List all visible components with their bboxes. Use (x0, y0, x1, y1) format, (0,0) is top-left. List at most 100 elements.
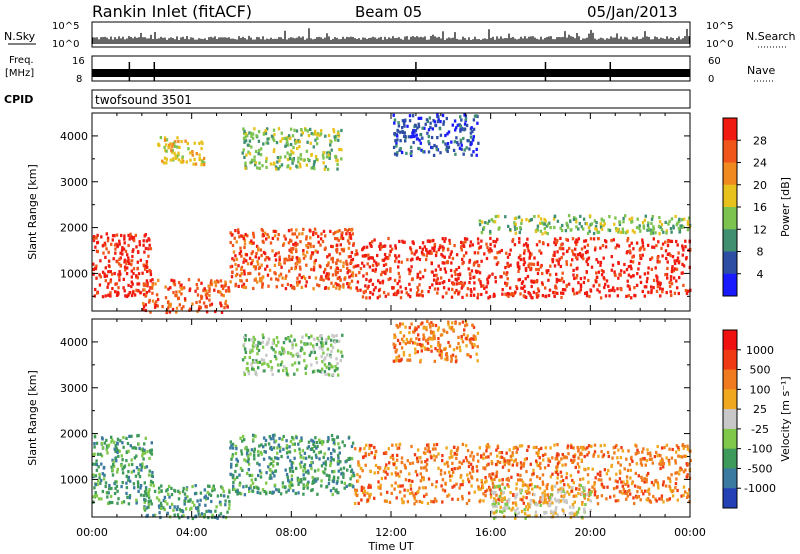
range-cell (587, 494, 591, 498)
range-cell (305, 280, 308, 284)
range-cell (527, 502, 530, 506)
range-cell (605, 497, 608, 501)
scatter-region (142, 278, 231, 315)
range-cell (256, 166, 259, 170)
range-cell (642, 492, 645, 496)
range-cell (638, 486, 642, 490)
range-cell (144, 294, 147, 298)
range-cell (96, 250, 99, 254)
range-cell (294, 267, 297, 271)
range-cell (265, 471, 268, 475)
range-cell (629, 259, 633, 263)
range-cell (301, 335, 304, 339)
range-cell (143, 267, 147, 271)
range-cell (251, 132, 255, 136)
range-cell (546, 232, 549, 236)
range-cell (451, 485, 454, 489)
range-cell (135, 498, 138, 502)
range-cell (602, 219, 605, 223)
range-cell (135, 288, 138, 292)
range-cell (587, 498, 590, 502)
range-cell (134, 233, 137, 237)
range-cell (311, 475, 314, 479)
range-cell (583, 489, 586, 493)
range-cell (283, 350, 286, 354)
range-cell (506, 459, 510, 463)
range-cell (377, 466, 380, 470)
range-cell (211, 513, 214, 517)
range-cell (291, 232, 294, 236)
range-cell (612, 286, 615, 290)
range-cell (116, 449, 120, 453)
range-cell (587, 467, 590, 471)
range-cell (648, 457, 652, 461)
range-cell (401, 484, 404, 488)
range-cell (366, 262, 369, 266)
range-cell (416, 473, 419, 477)
range-cell (419, 277, 422, 281)
range-cell (335, 158, 338, 162)
range-cell (340, 128, 343, 133)
range-cell (404, 287, 408, 291)
range-cell (498, 484, 501, 488)
range-cell (410, 135, 413, 139)
range-cell (253, 447, 256, 451)
range-cell (404, 134, 407, 139)
range-cell (290, 228, 293, 232)
range-cell (327, 272, 331, 276)
range-cell (433, 336, 436, 341)
range-cell (166, 502, 169, 506)
range-cell (661, 254, 664, 258)
range-cell (434, 485, 438, 489)
range-cell (683, 217, 686, 221)
range-cell (675, 223, 679, 227)
range-cell (646, 489, 649, 493)
range-cell (528, 491, 531, 495)
range-cell (303, 484, 306, 489)
range-cell (672, 224, 675, 228)
range-cell (256, 259, 259, 264)
range-cell (232, 250, 236, 254)
range-cell (411, 240, 415, 244)
range-cell (228, 503, 231, 507)
range-cell (493, 244, 496, 248)
range-cell (124, 294, 127, 298)
range-cell (252, 438, 255, 442)
range-cell (337, 130, 340, 134)
range-cell (298, 354, 302, 358)
range-cell (118, 257, 121, 261)
range-cell (656, 481, 659, 485)
range-cell (127, 475, 131, 480)
range-cell (471, 465, 474, 469)
range-cell (328, 365, 331, 369)
range-cell (558, 246, 562, 250)
range-cell (397, 254, 401, 258)
range-cell (442, 120, 446, 124)
range-cell (611, 263, 615, 267)
range-cell (410, 150, 413, 154)
range-cell (402, 240, 405, 244)
range-cell (544, 497, 547, 501)
range-cell (138, 240, 141, 244)
range-cell (126, 253, 129, 257)
range-cell (665, 231, 668, 235)
range-cell (559, 278, 562, 282)
range-cell (306, 129, 310, 133)
range-cell (677, 454, 680, 458)
range-cell (257, 266, 261, 270)
range-cell (292, 243, 295, 247)
range-cell (382, 263, 386, 267)
range-cell (643, 456, 646, 461)
range-cell (640, 463, 644, 467)
range-cell (327, 286, 330, 290)
range-cell (671, 255, 675, 259)
range-cell (516, 262, 520, 267)
range-cell (511, 453, 514, 458)
range-cell (608, 294, 611, 298)
range-cell (364, 289, 367, 293)
range-cell (503, 496, 506, 500)
range-cell (219, 301, 222, 305)
range-cell (432, 454, 435, 458)
range-cell (119, 264, 122, 268)
range-cell (649, 454, 652, 458)
